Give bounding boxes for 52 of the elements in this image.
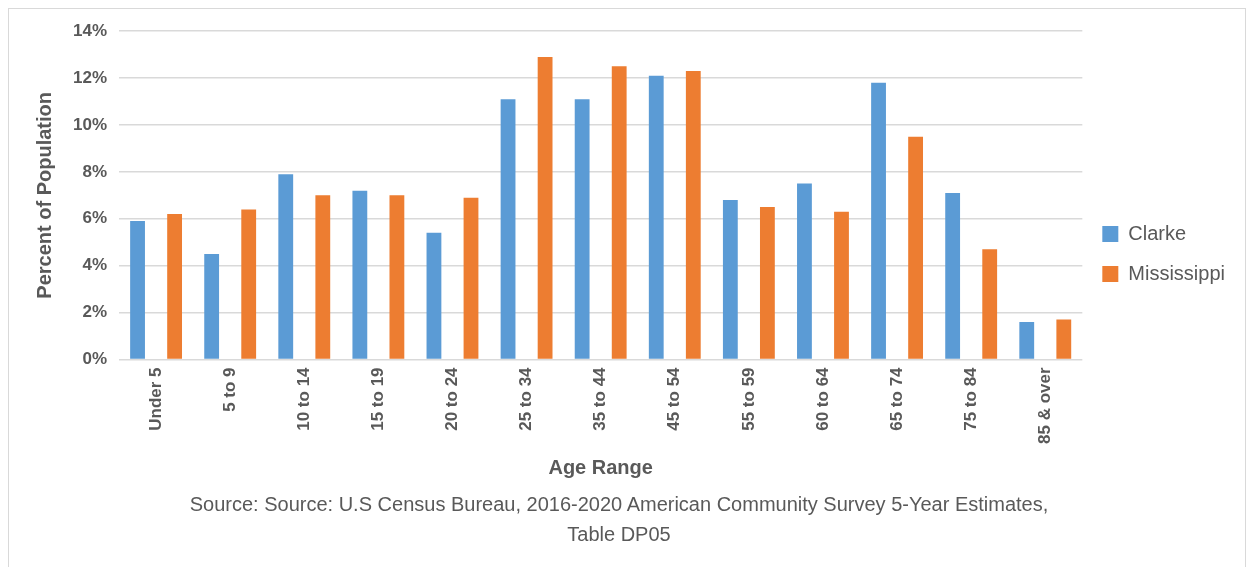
y-tick-label: 4%	[82, 255, 108, 275]
x-tick-label: 5 to 9	[219, 367, 239, 412]
y-tick-label: 12%	[72, 67, 108, 87]
legend-label: Clarke	[1128, 221, 1187, 244]
x-tick-label: 15 to 19	[368, 367, 388, 431]
bar	[834, 211, 849, 359]
bar	[463, 197, 479, 359]
bar	[537, 56, 553, 359]
x-tick-label: 65 to 74	[886, 366, 906, 431]
bar	[871, 82, 886, 359]
bar	[982, 249, 998, 359]
bar	[130, 221, 145, 359]
x-tick-label: 85 & over	[1034, 367, 1054, 445]
y-tick-label: 6%	[82, 208, 108, 228]
x-tick-label: 55 to 59	[738, 367, 758, 431]
bar	[685, 71, 701, 359]
bar	[500, 99, 516, 359]
y-tick-label: 14%	[72, 20, 108, 40]
legend-label: Mississippi	[1128, 261, 1226, 284]
bar	[611, 66, 627, 359]
bar	[426, 232, 442, 359]
bar	[1056, 319, 1072, 359]
x-tick-label: Under 5	[145, 367, 165, 431]
y-tick-label: 2%	[82, 302, 108, 322]
bar	[241, 209, 257, 359]
x-tick-label: 60 to 64	[812, 366, 832, 431]
bar	[1019, 321, 1035, 359]
bar	[908, 136, 924, 359]
bar	[352, 190, 368, 359]
bar	[759, 207, 775, 359]
bar	[278, 174, 294, 359]
y-tick-label: 8%	[82, 161, 108, 181]
x-tick-label: 10 to 14	[293, 366, 313, 431]
x-tick-label: 35 to 44	[590, 366, 610, 431]
bar	[945, 192, 961, 359]
bar	[204, 253, 220, 359]
x-tick-label: 75 to 84	[960, 366, 980, 431]
y-tick-label: 0%	[82, 349, 108, 369]
x-axis-title: Age Range	[548, 455, 653, 478]
bar	[722, 200, 738, 359]
x-tick-label: 20 to 24	[442, 366, 462, 431]
source-note: Source: Source: U.S Census Bureau, 2016-2020 American Community Survey 5-Year Estimates, Table DP05	[188, 492, 1050, 547]
bar	[797, 183, 812, 359]
x-tick-label: 45 to 54	[664, 366, 684, 431]
y-axis-title: Percent of Population	[32, 91, 55, 299]
bar	[315, 195, 331, 359]
bar	[389, 195, 405, 359]
bar	[648, 75, 664, 359]
x-tick-label: 25 to 34	[516, 366, 536, 431]
y-tick-label: 10%	[72, 114, 108, 134]
bar	[167, 214, 183, 359]
bar	[574, 99, 590, 359]
